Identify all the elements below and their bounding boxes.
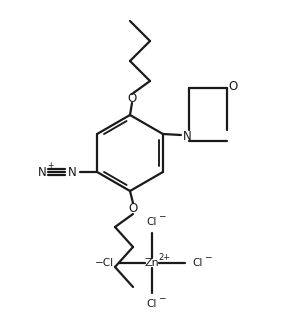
Text: Cl: Cl xyxy=(147,299,157,309)
Text: N: N xyxy=(182,130,191,142)
Text: O: O xyxy=(128,202,138,215)
Text: +: + xyxy=(47,160,53,170)
Text: −: − xyxy=(158,294,166,302)
Text: 2+: 2+ xyxy=(158,253,170,261)
Text: O: O xyxy=(127,92,137,105)
Text: −Cl: −Cl xyxy=(95,258,114,268)
Text: −: − xyxy=(204,253,212,261)
Text: N: N xyxy=(38,166,46,178)
Text: N: N xyxy=(68,166,77,178)
Text: Cl: Cl xyxy=(193,258,203,268)
Text: Zn: Zn xyxy=(145,258,160,268)
Text: O: O xyxy=(228,79,238,92)
Text: Cl: Cl xyxy=(147,217,157,227)
Text: −: − xyxy=(158,212,166,220)
